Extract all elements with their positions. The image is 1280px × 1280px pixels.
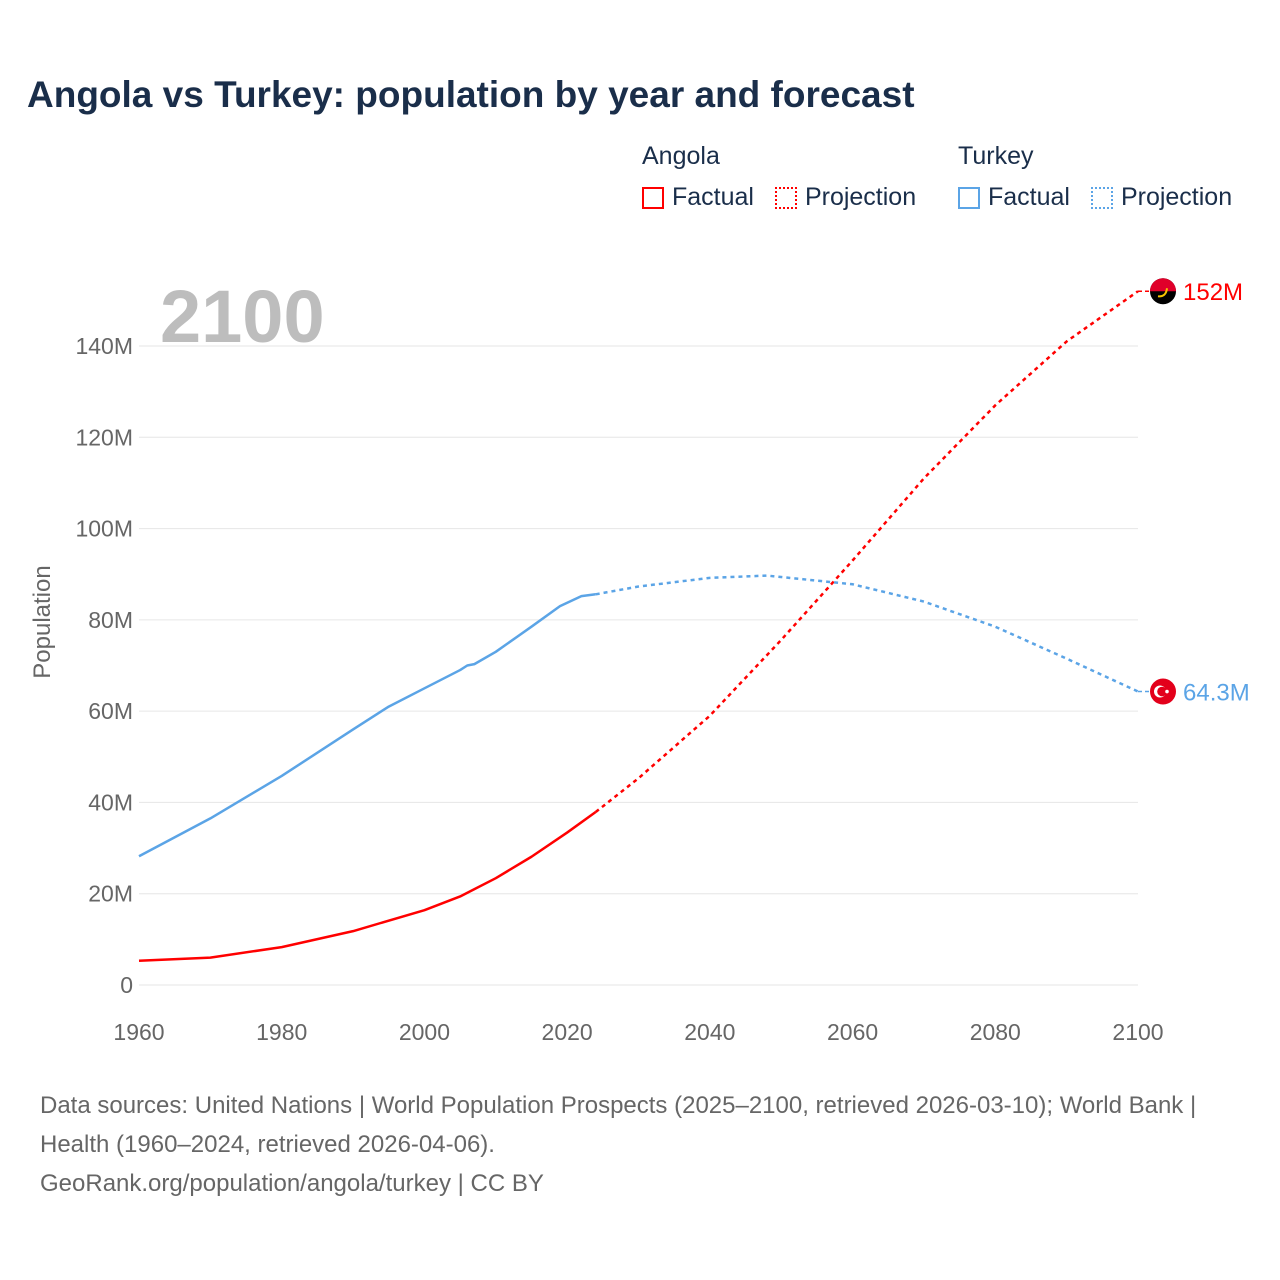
legend-label: Projection bbox=[1120, 183, 1233, 211]
end-value-label: 152M bbox=[1183, 279, 1243, 306]
legend-angola: Angola Factual Projection bbox=[642, 142, 930, 216]
x-tick-label: 2040 bbox=[684, 1019, 735, 1045]
x-tick-label: 2000 bbox=[399, 1019, 450, 1045]
flag-star bbox=[1165, 689, 1169, 694]
end-value-label: 64.3M bbox=[1183, 680, 1250, 707]
credit-link[interactable]: GeoRank.org/population/angola/turkey | C… bbox=[40, 1170, 544, 1197]
flag-red bbox=[1150, 278, 1176, 292]
y-axis-label: Population bbox=[29, 565, 56, 678]
legend-label: Factual bbox=[988, 183, 1070, 211]
y-tick-label: 140M bbox=[75, 333, 133, 359]
flag-emblem bbox=[1157, 288, 1168, 298]
y-tick-label: 20M bbox=[88, 881, 133, 907]
solid-swatch-icon bbox=[642, 186, 664, 209]
year-watermark: 2100 bbox=[160, 275, 325, 358]
series-turkey-factual bbox=[138, 593, 596, 858]
data-sources: Data sources: United Nations | World Pop… bbox=[40, 1092, 1197, 1158]
dotted-swatch-icon bbox=[774, 186, 797, 209]
legend-turkey-factual[interactable]: Factual bbox=[958, 183, 1070, 212]
flag-crescent-cut bbox=[1157, 686, 1167, 697]
series-angola-factual bbox=[138, 810, 597, 963]
x-tick-label: 1980 bbox=[256, 1019, 307, 1045]
angola-flag-icon bbox=[1150, 278, 1176, 305]
x-tick-label: 2020 bbox=[542, 1019, 593, 1045]
x-tick-label: 1960 bbox=[113, 1019, 164, 1045]
legend-turkey: Turkey Factual Projection bbox=[958, 142, 1246, 216]
x-tick-label: 2060 bbox=[827, 1019, 878, 1045]
chart-title: Angola vs Turkey: population by year and… bbox=[27, 74, 915, 115]
dotted-swatch-icon bbox=[1090, 186, 1113, 209]
legend-label: Factual bbox=[672, 183, 754, 211]
y-tick-label: 120M bbox=[75, 424, 133, 450]
y-tick-label: 100M bbox=[75, 516, 133, 542]
legend-turkey-heading: Turkey bbox=[958, 142, 1034, 170]
turkey-flag-icon bbox=[1150, 678, 1176, 705]
y-tick-label: 80M bbox=[88, 607, 133, 633]
legend-label: Projection bbox=[804, 183, 917, 211]
y-tick-label: 40M bbox=[88, 789, 133, 815]
series-turkey-projection bbox=[595, 574, 1139, 693]
x-tick-label: 2080 bbox=[970, 1019, 1021, 1045]
series-angola-projection bbox=[594, 290, 1139, 813]
footer: Data sources: United Nations | World Pop… bbox=[40, 1086, 1240, 1203]
legend-angola-factual[interactable]: Factual bbox=[642, 183, 754, 212]
y-tick-label: 60M bbox=[88, 698, 133, 724]
legend-angola-heading: Angola bbox=[642, 142, 720, 170]
x-tick-label: 2100 bbox=[1112, 1019, 1163, 1045]
y-tick-label: 0 bbox=[120, 972, 133, 998]
legend-turkey-projection[interactable]: Projection bbox=[1090, 183, 1233, 212]
legend-angola-projection[interactable]: Projection bbox=[774, 183, 917, 212]
solid-swatch-icon bbox=[958, 186, 980, 209]
